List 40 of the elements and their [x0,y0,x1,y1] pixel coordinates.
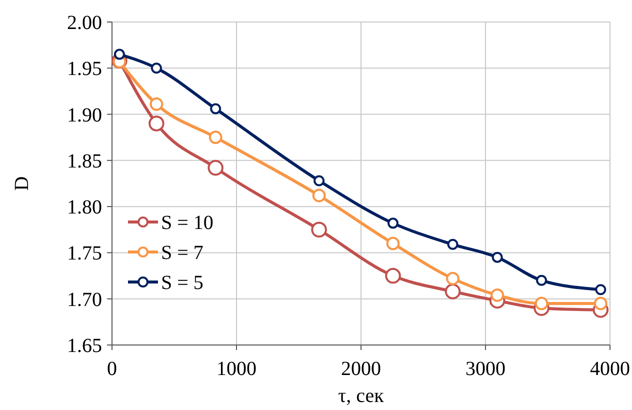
point [444,284,461,300]
point [314,175,325,186]
point [446,272,460,286]
point [490,288,504,302]
y-tick-label: 1.65 [67,335,102,357]
x-tick-label: 0 [107,358,117,380]
point [210,103,222,114]
point [387,218,398,229]
point [148,116,164,132]
y-tick-label: 1.85 [67,150,102,172]
x-tick-label: 4000 [590,358,630,380]
y-axis-title: D [11,176,33,191]
legend-label: S = 5 [161,272,204,294]
y-tick-label: 1.75 [67,242,102,265]
point [208,160,224,176]
point [114,48,125,60]
point [208,130,222,144]
point [385,268,401,284]
point [312,188,326,202]
x-tick-label: 1000 [216,358,256,380]
x-tick-label: 2000 [341,358,381,380]
point [492,252,503,263]
point [447,238,458,250]
y-tick-label: 1.70 [67,288,102,311]
point [595,284,606,296]
point [594,296,608,310]
point [150,97,164,111]
point [386,236,400,250]
legend-label: S = 10 [161,212,214,234]
y-tick-label: 1.95 [67,58,102,80]
y-tick-label: 1.80 [67,196,102,219]
x-tick-label: 3000 [466,358,506,380]
legend-label: S = 7 [161,242,204,264]
y-tick-label: 1.90 [67,104,102,126]
point [536,274,548,286]
point [311,222,327,238]
point [150,62,162,74]
y-tick-label: 2.00 [67,12,102,34]
point [534,296,548,310]
x-axis-title: τ, сек [338,385,384,407]
